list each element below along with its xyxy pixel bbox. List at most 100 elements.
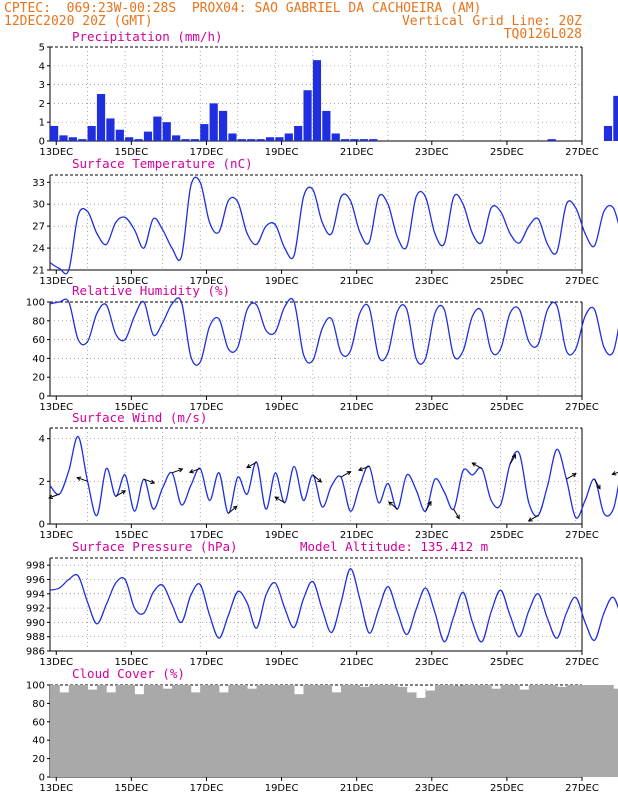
y-tick-label: 988 — [26, 632, 45, 643]
panel-precip: Precipitation (mm/h) 0 1 2 3 4 5 13DEC 15DEC 17DE… — [39, 29, 618, 158]
cloud-bar — [369, 685, 379, 777]
wind-arrow-head — [150, 479, 156, 485]
panel-title: Precipitation (mm/h) — [72, 29, 223, 44]
x-tick-label: 17DEC — [190, 402, 224, 413]
precip-bar — [547, 139, 556, 141]
x-tick-label: 25DEC — [490, 783, 524, 794]
wind-arrow — [453, 508, 460, 520]
wind-arrow-head — [611, 471, 617, 476]
y-tick-label: 20 — [32, 373, 45, 384]
y-tick-label: 5 — [39, 43, 45, 54]
panel-title: Surface Temperature (nC) — [72, 156, 253, 171]
precip-bar — [256, 139, 265, 141]
cloud-bar — [538, 685, 548, 777]
x-tick-label: 25DEC — [490, 276, 524, 287]
y-tick-label: 60 — [32, 335, 45, 346]
panel-wind: Surface Wind (m/s) 0 2 4 13DEC 15DEC 17DEC 19DE… — [39, 410, 618, 541]
cloud-bar — [575, 685, 586, 777]
x-tick-label: 15DEC — [114, 402, 148, 413]
x-tick-label: 19DEC — [265, 276, 299, 287]
wind-arrow — [115, 490, 127, 497]
wind-arrow — [143, 478, 156, 485]
wind-arrow-head — [188, 468, 194, 474]
cloud-bar — [463, 685, 473, 777]
precip-bar — [322, 110, 331, 141]
wind-arrow-head — [511, 453, 517, 459]
wind-arrow — [274, 496, 285, 504]
x-tick-label: 15DEC — [114, 530, 148, 541]
x-tick-label: 27DEC — [565, 402, 599, 413]
precip-bar — [359, 139, 368, 141]
cloud-bar — [341, 685, 351, 777]
cloud-bar — [491, 688, 502, 777]
x-tick-label: 21DEC — [340, 276, 374, 287]
wind-arrow — [471, 462, 483, 469]
wind-arrow-shaft — [472, 462, 483, 469]
panel-title: Relative Humidity (%) — [72, 283, 230, 298]
x-tick-label: 23DEC — [415, 402, 449, 413]
wind-arrow-head — [76, 476, 82, 481]
panel-rh: Relative Humidity (%) 0 20 40 60 80 100 13DEC 15… — [26, 283, 618, 413]
cloud-bar — [444, 685, 455, 777]
cloud-bar — [265, 685, 276, 777]
precip-bar — [125, 137, 134, 141]
x-tick-label: 13DEC — [39, 657, 73, 668]
x-tick-label: 25DEC — [490, 147, 524, 158]
cloud-bar — [378, 685, 389, 777]
y-tick-label: 4 — [39, 434, 45, 445]
cloud-bar — [510, 685, 520, 777]
x-tick-label: 19DEC — [265, 783, 299, 794]
wind-arrow-shaft — [77, 477, 88, 482]
y-tick-label: 0 — [39, 137, 45, 148]
panel-title: Surface Pressure (hPa) — [72, 539, 238, 554]
cloud-bar — [275, 685, 286, 777]
cloud-bar — [228, 685, 239, 777]
y-tick-label: 33 — [32, 178, 45, 189]
model-altitude: Model Altitude: 135.412 m — [300, 539, 488, 554]
y-tick-label: 80 — [32, 699, 45, 710]
precip-bar — [237, 139, 246, 141]
precip-bar — [181, 139, 190, 141]
cloud-bar — [162, 688, 173, 777]
cloud-bar — [566, 685, 577, 777]
precip-bar — [247, 139, 256, 141]
wind-arrow — [246, 461, 257, 469]
cloud-bar — [481, 685, 492, 777]
wind-arrow-shaft — [312, 474, 322, 483]
wind-arrow — [312, 474, 323, 483]
y-tick-label: 996 — [26, 575, 45, 586]
cloud-bar — [256, 685, 267, 777]
cloud-bar — [87, 689, 98, 777]
wind-arrow-shaft — [509, 454, 516, 465]
y-tick-label: 4 — [39, 61, 45, 72]
cloud-bar — [312, 685, 323, 777]
y-tick-label: 992 — [26, 604, 45, 615]
wind-arrow-shaft — [594, 478, 601, 489]
wind-arrow-head — [388, 501, 393, 506]
precip-bar — [143, 131, 153, 141]
wind-arrow-head — [48, 494, 54, 499]
cloud-bar — [453, 685, 464, 777]
cloud-bar — [556, 686, 567, 777]
wind-arrow — [340, 471, 352, 478]
cloud-bar — [303, 685, 314, 777]
y-tick-label: 60 — [32, 717, 45, 728]
y-tick-label: 30 — [32, 200, 45, 211]
header: CPTEC: 069:23W-00:28S PROX04: SAO GABRIE… — [0, 0, 618, 44]
y-tick-label: 0 — [39, 773, 45, 784]
wind-arrow-shaft — [189, 468, 201, 473]
wind-arrow-shaft — [228, 505, 238, 514]
x-tick-label: 21DEC — [340, 530, 374, 541]
precip-bar — [172, 135, 181, 141]
x-tick-label: 21DEC — [340, 147, 374, 158]
x-tick-label: 19DEC — [265, 530, 299, 541]
x-tick-label: 23DEC — [415, 147, 449, 158]
panel-pres: Surface Pressure (hPa) Model Altitude: 13… — [26, 539, 618, 668]
model-code: TQ0126L028 — [503, 27, 582, 42]
y-tick-label: 24 — [32, 244, 45, 255]
precip-bar — [209, 103, 218, 141]
y-tick-label: 80 — [32, 316, 45, 327]
x-tick-label: 27DEC — [565, 530, 599, 541]
precip-bar — [294, 125, 303, 141]
